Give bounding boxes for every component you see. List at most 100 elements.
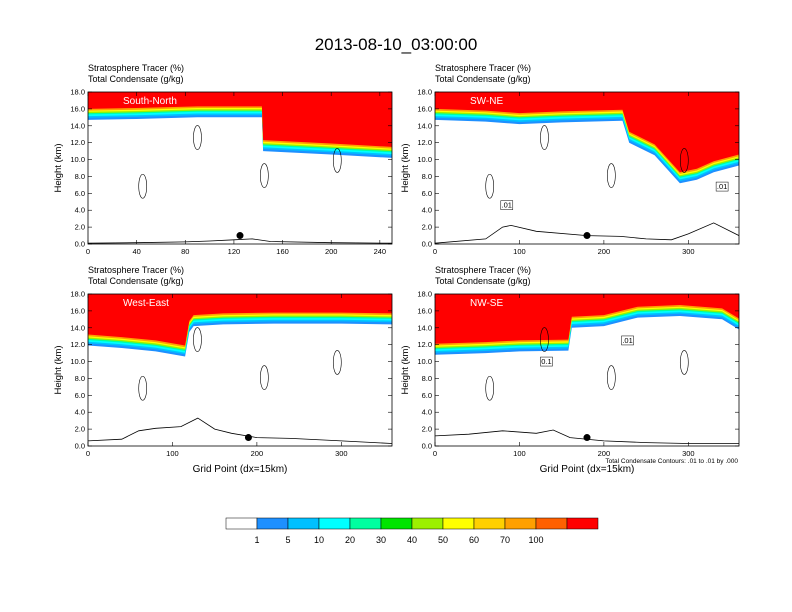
terrain-line [88,238,392,244]
y-tick-label: 6.0 [75,189,85,198]
plot-frame [87,91,393,245]
y-tick-label: 0.0 [422,240,432,249]
condensate-contour [193,125,202,150]
x-tick-label: 120 [228,247,241,256]
y-tick-label: 12.0 [417,138,432,147]
location-marker [244,434,252,442]
plot-area [88,294,392,444]
y-tick-label: 10.0 [417,155,432,164]
y-tick-label: 2.0 [75,425,85,434]
panel-south-north: South-North Stratosphere Tracer (%)Total … [53,63,393,256]
contour-label: 0.1 [541,357,551,366]
colorbar-swatch [473,517,506,530]
y-tick-label: 14.0 [417,323,432,332]
plot-area: .01 .01 [435,92,739,244]
plot-frame [87,293,393,447]
tracer-band [88,92,392,147]
header-line2: Total Condensate (g/kg) [88,276,184,286]
x-tick-label: 300 [335,449,348,458]
y-tick-label: 12.0 [70,138,85,147]
colorbar-swatch [287,517,320,530]
y-tick-label: 18.0 [417,290,432,299]
tracer-band [88,294,392,346]
colorbar-label: 60 [469,535,479,545]
condensate-contour [260,365,269,390]
header-line1: Stratosphere Tracer (%) [88,265,184,275]
colorbar-swatch [380,517,413,530]
figure-title: 2013-08-10_03:00:00 [315,35,478,54]
x-tick-label: 200 [598,247,611,256]
x-tick-label: 40 [132,247,140,256]
contour-label-box [500,200,514,210]
y-tick-label: 4.0 [75,206,85,215]
panel-sw-ne: .01 .01 SW-NE Stratosphere Tracer (%)Total … [400,63,740,256]
y-tick-label: 16.0 [417,306,432,315]
header-line2: Total Condensate (g/kg) [435,74,531,84]
terrain-line [435,429,739,444]
y-tick-label: 14.0 [417,121,432,130]
colorbar-label: 40 [407,535,417,545]
plot-area: 0.1 .01 [435,294,739,444]
colorbar-swatch [318,517,351,530]
y-tick-label: 8.0 [422,374,432,383]
location-marker [236,232,244,240]
y-tick-label: 16.0 [70,306,85,315]
condensate-contour [332,350,342,375]
y-tick-label: 10.0 [70,357,85,366]
colorbar-label: 50 [438,535,448,545]
y-tick-label: 18.0 [70,290,85,299]
header-line1: Stratosphere Tracer (%) [435,63,531,73]
x-tick-label: 300 [682,247,695,256]
y-axis-label: Height (km) [53,143,64,192]
condensate-contour [679,148,689,173]
condensate-contour [607,365,616,390]
header-line2: Total Condensate (g/kg) [435,276,531,286]
colorbar-label: 30 [376,535,386,545]
x-tick-label: 300 [682,449,695,458]
x-tick-label: 160 [276,247,289,256]
y-tick-label: 18.0 [70,88,85,97]
y-tick-label: 18.0 [417,88,432,97]
colorbar-swatch [442,517,475,530]
x-tick-label: 0 [86,449,90,458]
y-tick-label: 4.0 [75,408,85,417]
x-tick-label: 200 [598,449,611,458]
x-tick-label: 0 [433,449,437,458]
x-tick-label: 100 [513,449,526,458]
panel-label: SW-NE [470,96,503,107]
x-axis-label: Grid Point (dx=15km) [540,464,635,475]
location-marker [583,434,591,442]
contour-label: .01 [622,336,632,345]
x-tick-label: 100 [513,247,526,256]
condensate-contour [540,125,549,150]
colorbar-label: 70 [500,535,510,545]
plot-frame [434,293,740,447]
y-tick-label: 8.0 [422,172,432,181]
terrain-line [435,222,739,244]
x-tick-label: 0 [86,247,90,256]
y-tick-label: 2.0 [75,223,85,232]
location-marker [583,232,591,240]
condensate-contour [260,163,269,188]
header-line1: Stratosphere Tracer (%) [435,265,531,275]
header-line1: Stratosphere Tracer (%) [88,63,184,73]
y-tick-label: 10.0 [70,155,85,164]
plot-area [88,92,392,244]
contour-label: .01 [717,182,727,191]
contour-label: .01 [502,201,512,210]
y-axis-label: Height (km) [400,143,411,192]
y-tick-label: 0.0 [75,442,85,451]
y-tick-label: 12.0 [70,340,85,349]
contour-label-box [621,335,634,346]
condensate-contour [193,327,202,352]
condensate-contour [540,327,549,352]
colorbar-swatch [504,517,537,530]
panel-west-east: West-East Stratosphere Tracer (%)Total Co… [53,265,393,475]
y-tick-label: 8.0 [75,374,85,383]
x-tick-label: 200 [325,247,338,256]
tracer-band [435,294,739,344]
x-tick-label: 80 [181,247,189,256]
terrain-line [88,417,392,444]
